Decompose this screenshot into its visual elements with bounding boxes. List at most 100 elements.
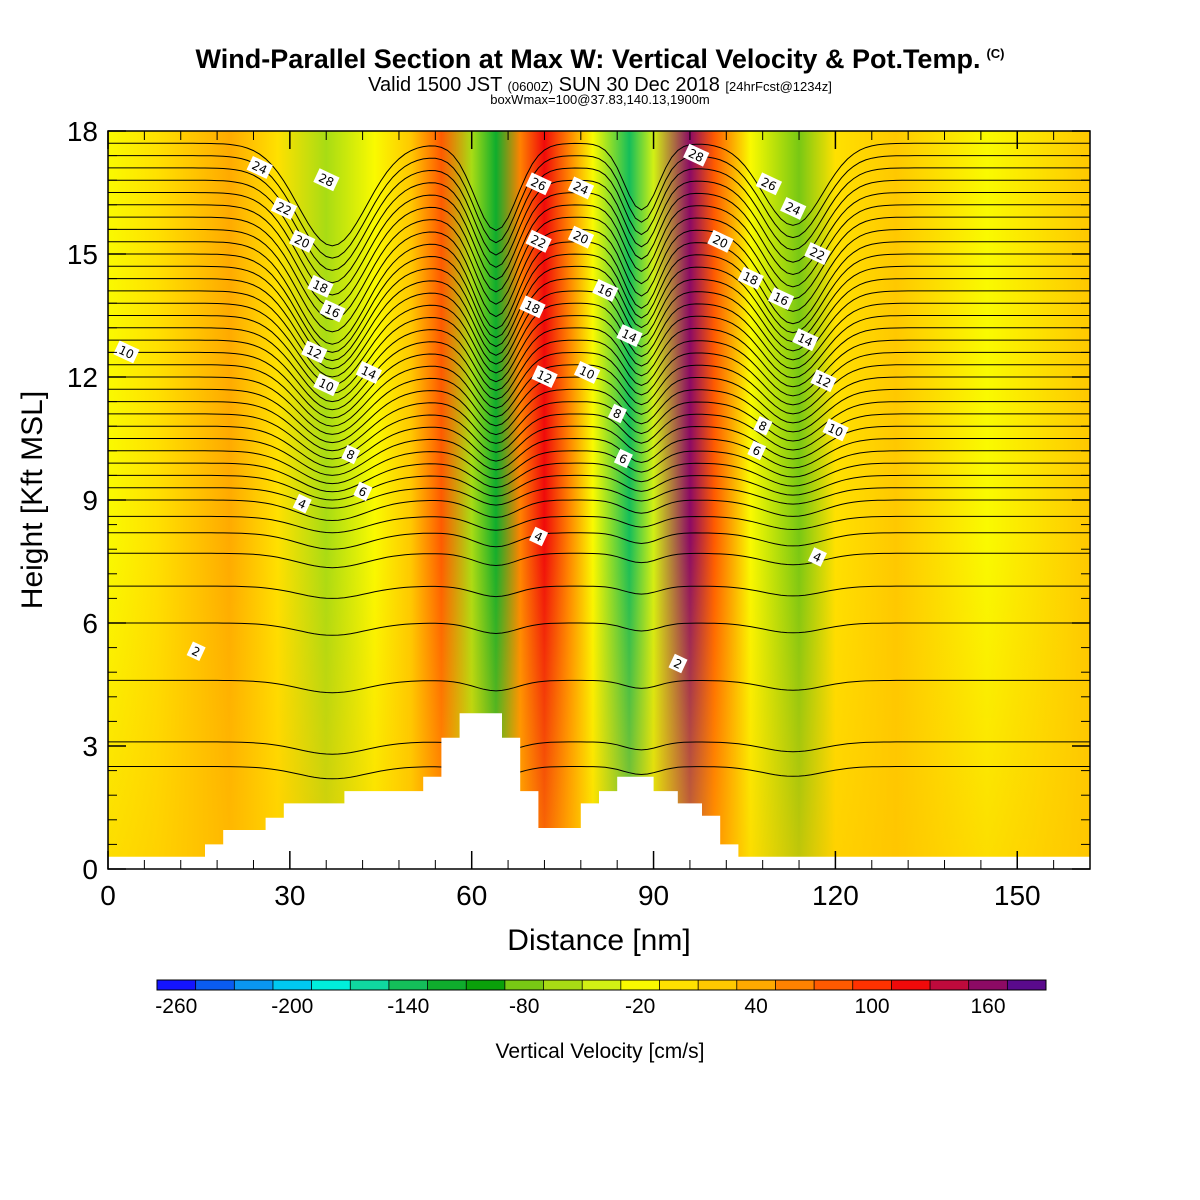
isentrope-line (108, 388, 1090, 444)
contour-label-bg (810, 369, 837, 393)
subtitle-valid: Valid 1500 JST (368, 74, 502, 96)
colorbar-swatch (427, 980, 467, 990)
contour-label: 20 (289, 229, 316, 253)
contour-label: 26 (755, 172, 783, 196)
x-tick-label: 90 (638, 880, 669, 911)
contour-label-text: 24 (571, 179, 591, 198)
contour-label-text: 22 (807, 244, 827, 263)
colorbar-swatch (968, 980, 1008, 990)
y-tick-label: 6 (82, 608, 98, 639)
contour-label-text: 28 (316, 171, 336, 190)
contour-label: 8 (341, 444, 361, 465)
isentrope-line (108, 339, 1090, 411)
isentrope-line (108, 766, 1090, 780)
colorbar-swatch (852, 980, 892, 990)
contour-label: 2 (186, 641, 206, 662)
contour-label: 18 (307, 274, 334, 298)
y-tick-label: 12 (67, 362, 98, 393)
isentrope-line (108, 315, 1090, 394)
chart-box-info: boxWmax=100@37.83,140.13,1900m (490, 92, 710, 107)
colorbar-swatch (234, 980, 274, 990)
contour-label-bg (737, 266, 764, 290)
colorbar-swatch (659, 980, 699, 990)
contour-label-text: 26 (759, 175, 779, 194)
contour-label-bg (519, 295, 546, 319)
isentrope-line (108, 204, 1090, 308)
terrain (108, 713, 1090, 869)
colorbar-swatch (157, 980, 196, 990)
colorbar-swatch (775, 980, 815, 990)
x-tick-label: 150 (994, 880, 1041, 911)
contour-label: 22 (270, 197, 298, 220)
isentrope-line (108, 241, 1090, 345)
x-tick-label: 0 (100, 880, 116, 911)
isentrope-line (108, 327, 1090, 403)
colorbar-swatch (930, 980, 969, 990)
colorbar-tick-label: -80 (509, 995, 539, 1018)
colorbar-tick-label: -200 (271, 995, 313, 1018)
y-tick-label: 9 (82, 485, 98, 516)
contour-label: 22 (804, 242, 831, 265)
isentrope-line (108, 364, 1090, 427)
isentrope-line (108, 462, 1090, 493)
chart-subtitle: Valid 1500 JST (0600Z) SUN 30 Dec 2018 [… (0, 74, 1200, 97)
contour-label-bg (592, 279, 619, 302)
isentrope-line (108, 179, 1090, 284)
contour-label-bg (113, 340, 140, 364)
contour-label: 16 (319, 299, 346, 323)
contour-label-bg (246, 156, 273, 179)
title-text: Wind-Parallel Section at Max W: Vertical… (195, 44, 981, 74)
contour-label-text: 10 (316, 376, 336, 395)
contour-label: 2 (668, 653, 688, 674)
contour-label: 18 (519, 295, 546, 319)
colorbar-tick-label: -20 (625, 995, 655, 1018)
colorbar-swatch (698, 980, 738, 990)
contour-label-bg (804, 242, 831, 265)
contour-label-bg (607, 403, 627, 424)
contour-label-text: 12 (535, 367, 555, 386)
contour-label-text: 22 (274, 199, 294, 218)
contour-label: 10 (822, 418, 849, 442)
colorbar-swatch (814, 980, 854, 990)
contour-label: 6 (747, 440, 767, 461)
contour-label: 14 (355, 361, 383, 384)
contour-label: 10 (573, 361, 601, 384)
contour-label-bg (313, 168, 340, 192)
colorbar-swatch (736, 980, 776, 990)
contour-label: 28 (313, 168, 340, 192)
isentrope-line (108, 216, 1090, 321)
colorbar-tick-label: 100 (855, 995, 890, 1018)
isentrope-line (108, 552, 1090, 569)
colorbar-swatch (620, 980, 660, 990)
contour-label-text: 28 (686, 146, 706, 165)
isentrope-line (108, 167, 1090, 271)
contour-label-bg (792, 328, 819, 352)
contour-label: 6 (353, 481, 373, 502)
contour-label-text: 16 (771, 290, 791, 309)
x-axis-label: Distance [nm] (507, 924, 690, 957)
isentrope-line (108, 499, 1090, 522)
contour-label-bg (525, 172, 552, 196)
contour-label-text: 14 (359, 363, 379, 382)
contour-label-bg (807, 547, 827, 567)
contour-label-text: 24 (250, 158, 270, 177)
contour-label-bg (313, 373, 340, 397)
contour-label-text: 16 (595, 281, 615, 300)
subtitle-date: SUN 30 Dec 2018 (558, 74, 720, 96)
colorbar-tick-label: -260 (155, 995, 197, 1018)
y-tick-label: 18 (67, 116, 98, 147)
colorbar-swatch (350, 980, 390, 990)
contour-label-bg (755, 172, 783, 196)
colorbar-tick-label: -140 (387, 995, 429, 1018)
colorbar: -260 -200 -140 -80 -20 40 100 160 Vertical Veloc… (155, 979, 1047, 1063)
contour-label-bg (767, 287, 795, 311)
contour-label: 24 (246, 156, 273, 179)
contour-label-text: 12 (813, 372, 833, 391)
contour-label-text: 10 (116, 343, 136, 362)
contour-label: 18 (737, 266, 764, 290)
colorbar-swatch (388, 980, 428, 990)
colorbar-swatch (891, 980, 931, 990)
contour-label: 24 (780, 197, 807, 220)
